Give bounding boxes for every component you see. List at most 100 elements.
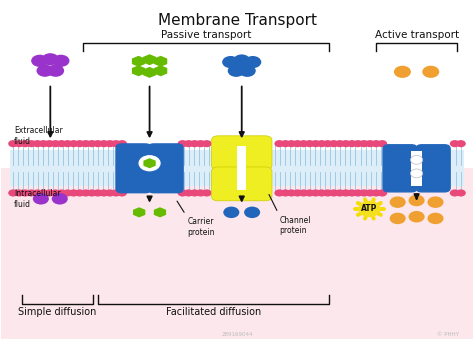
Circle shape: [359, 202, 380, 216]
Circle shape: [14, 189, 24, 197]
Text: Active transport: Active transport: [374, 30, 459, 40]
Bar: [0, 1, 474, 168]
Circle shape: [75, 189, 85, 197]
Circle shape: [105, 189, 115, 197]
Circle shape: [410, 155, 423, 164]
Circle shape: [56, 189, 66, 197]
Polygon shape: [154, 65, 167, 76]
Circle shape: [409, 211, 425, 222]
Circle shape: [190, 140, 200, 147]
Circle shape: [47, 65, 64, 77]
FancyBboxPatch shape: [211, 167, 272, 201]
Circle shape: [202, 140, 212, 147]
Circle shape: [428, 197, 444, 208]
Circle shape: [222, 56, 239, 68]
Circle shape: [8, 140, 18, 147]
Circle shape: [27, 140, 36, 147]
Circle shape: [93, 140, 103, 147]
Circle shape: [292, 140, 302, 147]
Circle shape: [317, 189, 327, 197]
Polygon shape: [143, 54, 156, 65]
Circle shape: [456, 189, 466, 197]
Circle shape: [51, 189, 61, 197]
Text: Extracellular
fluid: Extracellular fluid: [14, 126, 63, 146]
Circle shape: [69, 189, 79, 197]
Circle shape: [196, 140, 206, 147]
Circle shape: [341, 189, 351, 197]
Circle shape: [390, 212, 406, 224]
Circle shape: [14, 140, 24, 147]
FancyBboxPatch shape: [383, 145, 417, 192]
Circle shape: [111, 140, 121, 147]
Circle shape: [117, 140, 127, 147]
Text: ATP: ATP: [361, 204, 377, 214]
Circle shape: [223, 207, 239, 218]
Circle shape: [371, 189, 381, 197]
Circle shape: [202, 189, 212, 197]
Circle shape: [317, 140, 327, 147]
Circle shape: [178, 140, 188, 147]
Circle shape: [390, 197, 406, 208]
Circle shape: [371, 140, 381, 147]
FancyBboxPatch shape: [211, 136, 272, 170]
Circle shape: [33, 193, 49, 205]
Circle shape: [32, 140, 42, 147]
Text: Intracellular
fluid: Intracellular fluid: [14, 189, 61, 209]
Circle shape: [52, 193, 68, 205]
Circle shape: [56, 140, 66, 147]
Circle shape: [329, 140, 339, 147]
Circle shape: [183, 189, 193, 197]
Circle shape: [196, 189, 206, 197]
Polygon shape: [132, 65, 145, 76]
Text: © PHHY: © PHHY: [437, 332, 459, 337]
Bar: [10, 150, 464, 186]
Circle shape: [365, 189, 375, 197]
Text: Channel
protein: Channel protein: [269, 194, 311, 235]
Circle shape: [38, 140, 48, 147]
Circle shape: [281, 189, 291, 197]
Circle shape: [183, 140, 193, 147]
Circle shape: [69, 140, 79, 147]
Circle shape: [45, 189, 55, 197]
Circle shape: [36, 65, 54, 77]
Circle shape: [81, 189, 91, 197]
Circle shape: [353, 189, 363, 197]
Circle shape: [450, 140, 460, 147]
Circle shape: [305, 189, 315, 197]
Circle shape: [281, 140, 291, 147]
Circle shape: [51, 140, 61, 147]
Text: Facilitated diffusion: Facilitated diffusion: [166, 307, 261, 317]
Circle shape: [53, 55, 70, 67]
Polygon shape: [154, 56, 167, 67]
Circle shape: [63, 140, 73, 147]
Polygon shape: [154, 207, 166, 217]
Polygon shape: [132, 56, 145, 67]
Circle shape: [75, 140, 85, 147]
Circle shape: [99, 189, 109, 197]
Circle shape: [178, 189, 188, 197]
Circle shape: [42, 53, 59, 65]
Text: 289169044: 289169044: [221, 332, 253, 337]
Circle shape: [323, 140, 333, 147]
Circle shape: [422, 66, 439, 78]
Circle shape: [310, 140, 320, 147]
Polygon shape: [144, 158, 155, 168]
Text: Membrane Transport: Membrane Transport: [157, 13, 317, 28]
Circle shape: [20, 140, 30, 147]
Circle shape: [239, 65, 256, 77]
Circle shape: [81, 140, 91, 147]
Circle shape: [335, 140, 345, 147]
Bar: [0, 168, 474, 339]
Circle shape: [286, 189, 296, 197]
Circle shape: [329, 189, 339, 197]
Circle shape: [99, 140, 109, 147]
Circle shape: [377, 140, 387, 147]
Circle shape: [190, 189, 200, 197]
Text: Carrier
protein: Carrier protein: [177, 201, 215, 237]
Text: Simple diffusion: Simple diffusion: [18, 307, 97, 317]
Circle shape: [347, 140, 357, 147]
Circle shape: [428, 212, 444, 224]
Circle shape: [365, 140, 375, 147]
FancyBboxPatch shape: [148, 144, 183, 193]
Circle shape: [117, 189, 127, 197]
